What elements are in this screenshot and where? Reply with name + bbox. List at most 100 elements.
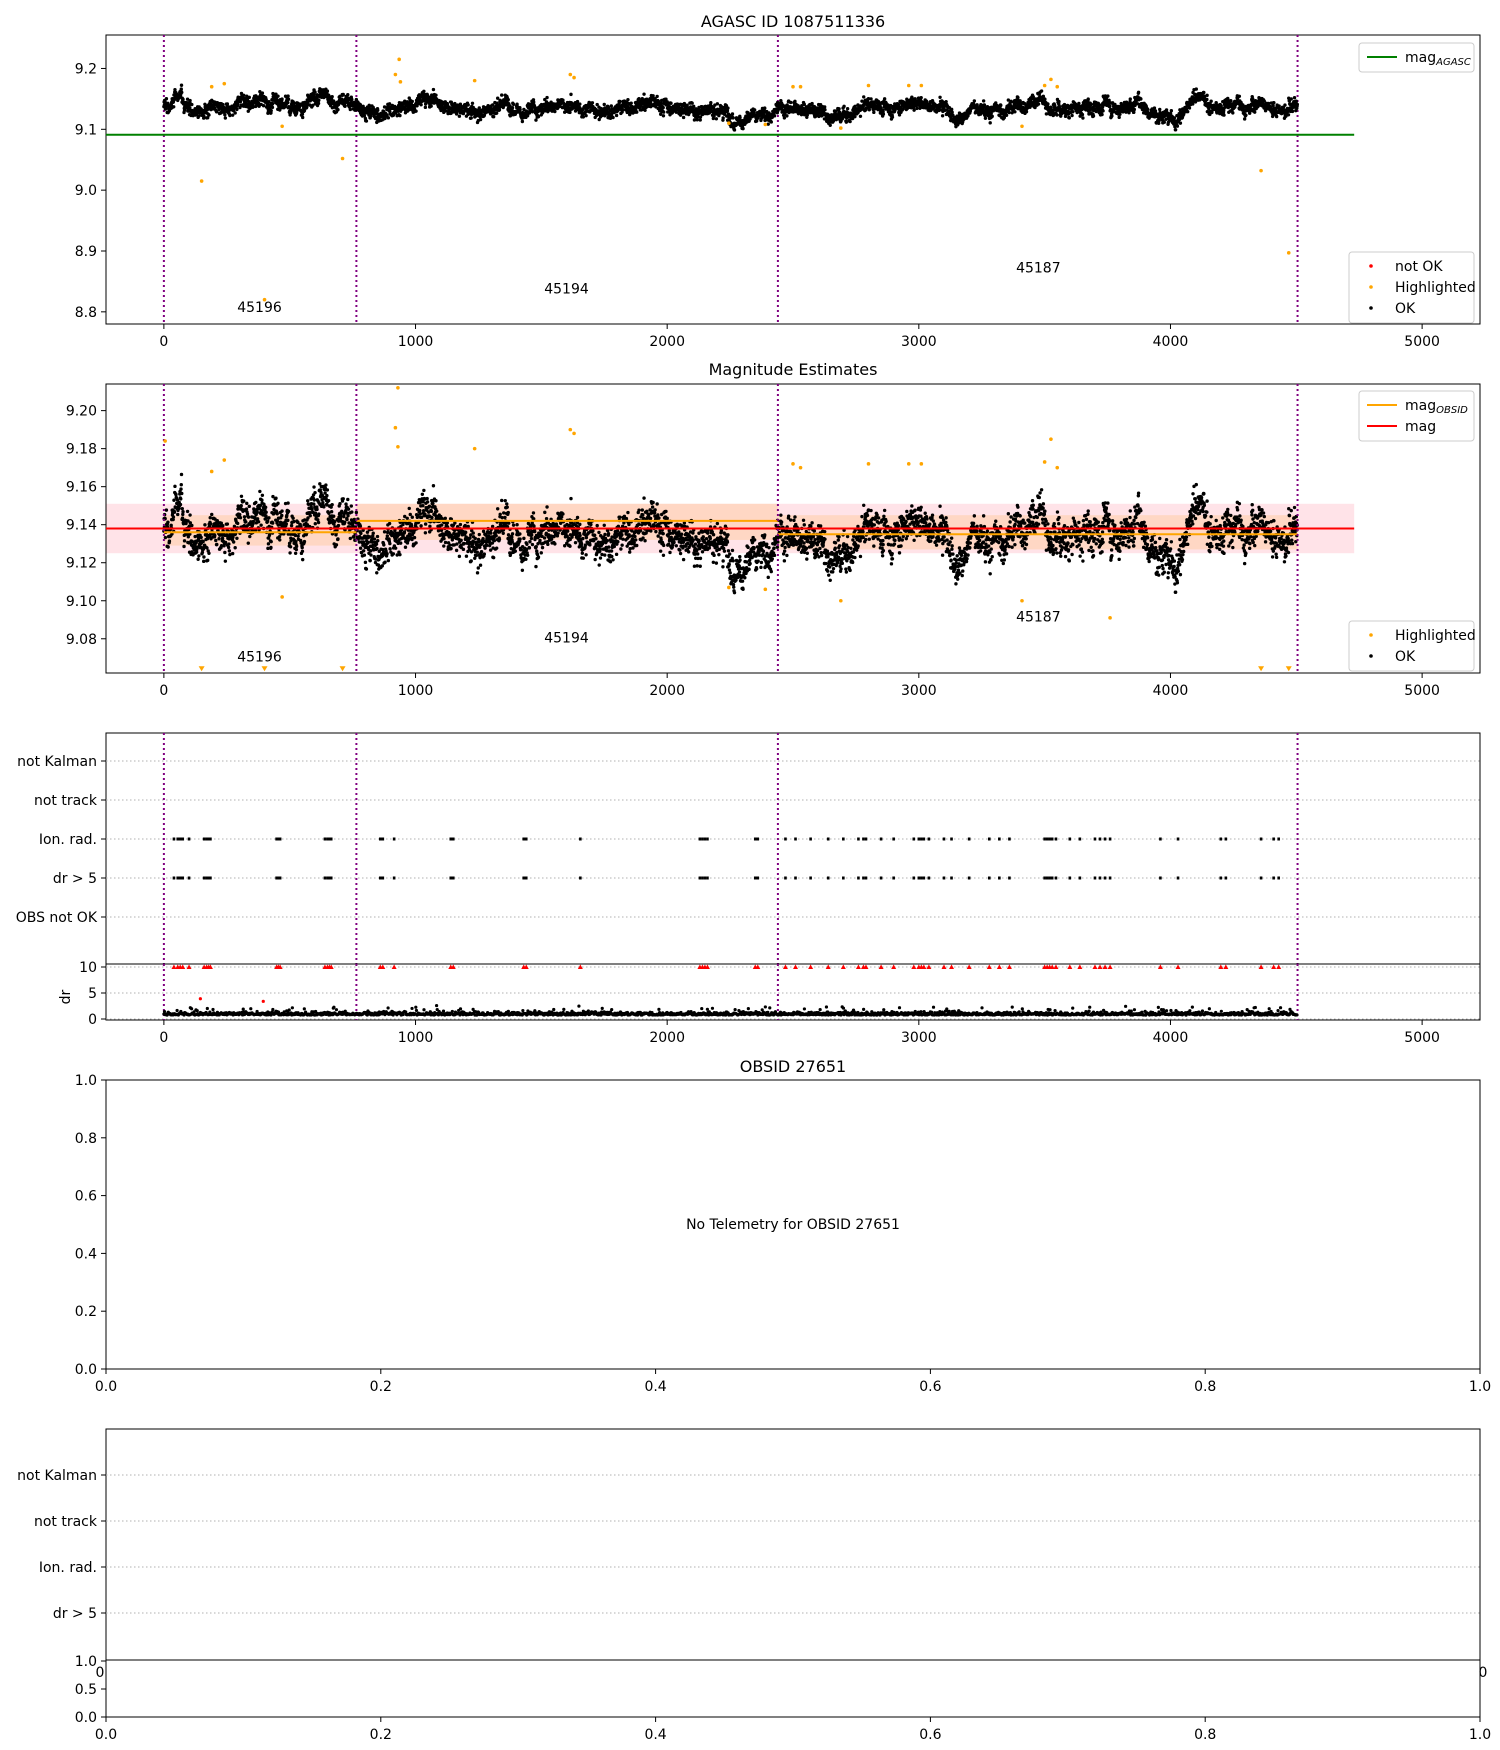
- ok-point: [398, 113, 402, 118]
- ok-point: [414, 109, 418, 113]
- ok-point: [182, 539, 187, 543]
- ok-point: [1117, 115, 1121, 120]
- ok-point: [1162, 120, 1166, 124]
- ok-point: [1108, 104, 1112, 109]
- ok-point: [225, 102, 230, 106]
- ok-point: [260, 91, 265, 95]
- ok-point: [457, 114, 462, 118]
- ok-point: [181, 97, 185, 102]
- ok-point: [238, 99, 243, 104]
- ok-point: [242, 93, 246, 98]
- ok-point: [1194, 87, 1198, 91]
- ok-point: [210, 512, 214, 517]
- ok-point: [255, 517, 260, 521]
- ok-point: [1007, 110, 1011, 115]
- ok-point: [220, 536, 225, 541]
- ok-point: [651, 94, 655, 98]
- panel2-ytick-label: 9.12: [66, 556, 97, 572]
- ok-point: [201, 559, 206, 564]
- ok-point: [731, 116, 735, 120]
- ok-point: [614, 113, 619, 118]
- ok-point: [1127, 111, 1131, 115]
- highlighted-point: [763, 122, 768, 127]
- ok-point: [1209, 99, 1213, 103]
- ok-point: [286, 97, 291, 101]
- ok-point: [300, 115, 305, 120]
- panel2-ytick-label: 9.10: [66, 594, 97, 610]
- ok-point: [1229, 99, 1233, 103]
- ok-point: [1187, 106, 1192, 110]
- ok-point: [655, 94, 659, 99]
- ok-point: [422, 89, 426, 93]
- ok-point: [179, 87, 183, 91]
- ok-point: [185, 97, 190, 101]
- ok-point: [1283, 103, 1287, 107]
- panel1-legend-lower-label: OK: [1395, 301, 1416, 317]
- ok-point: [940, 114, 945, 118]
- ok-point: [258, 89, 262, 94]
- ok-point: [1039, 89, 1044, 93]
- ok-point: [772, 114, 777, 118]
- ok-point: [872, 110, 876, 115]
- ok-point: [590, 101, 595, 105]
- panel1-legend-lower-marker: [1369, 264, 1373, 268]
- ok-point: [223, 540, 228, 545]
- highlighted-point: [1286, 251, 1291, 255]
- ok-point: [534, 118, 538, 122]
- ok-point: [478, 117, 483, 122]
- ok-point: [393, 111, 398, 115]
- ok-point: [1295, 102, 1300, 107]
- highlighted-point: [572, 75, 576, 80]
- ok-point: [490, 103, 495, 107]
- ok-point: [530, 110, 535, 114]
- ok-point: [182, 108, 187, 113]
- panel1-ytick-label: 9.2: [75, 61, 97, 77]
- highlighted-point: [209, 84, 214, 89]
- ok-point: [1110, 114, 1114, 118]
- highlighted-point: [798, 84, 803, 89]
- panel2-ytick-label: 9.14: [66, 518, 97, 534]
- ok-point: [1178, 121, 1183, 125]
- ok-point: [253, 104, 258, 109]
- ok-point: [190, 523, 194, 528]
- ok-point: [246, 515, 251, 519]
- ok-point: [325, 89, 330, 93]
- ok-point: [609, 104, 614, 108]
- ok-point: [179, 483, 183, 487]
- ok-point: [495, 96, 500, 100]
- ok-point: [575, 99, 580, 104]
- ok-point: [286, 100, 290, 105]
- highlighted-point: [919, 83, 924, 88]
- ok-point: [423, 105, 428, 110]
- dr-axis-label: dr: [58, 989, 74, 1004]
- ok-point: [732, 128, 737, 132]
- ok-point: [1118, 112, 1122, 116]
- ok-point: [690, 101, 694, 105]
- ok-point: [239, 494, 244, 498]
- ok-point: [545, 95, 549, 100]
- ok-point: [207, 113, 211, 117]
- ok-point: [244, 507, 249, 511]
- ok-point: [185, 509, 190, 514]
- ok-point: [752, 108, 757, 112]
- ok-point: [179, 83, 184, 87]
- ok-point: [1222, 113, 1226, 117]
- ok-point: [848, 119, 852, 124]
- ok-point: [1175, 124, 1180, 128]
- ok-point: [837, 107, 841, 111]
- ok-point: [362, 114, 367, 118]
- ok-point: [369, 114, 373, 118]
- ok-point: [845, 107, 850, 111]
- ok-point: [225, 522, 230, 526]
- ok-point: [176, 512, 180, 517]
- highlighted-point: [1055, 84, 1060, 89]
- ok-point: [510, 106, 515, 110]
- ok-point: [248, 534, 252, 539]
- ok-point: [1253, 110, 1257, 114]
- ok-point: [330, 94, 334, 99]
- ok-point: [231, 540, 236, 544]
- ok-point: [300, 112, 305, 116]
- ok-point: [322, 95, 326, 100]
- ok-point: [1191, 102, 1195, 106]
- ok-point: [247, 95, 251, 100]
